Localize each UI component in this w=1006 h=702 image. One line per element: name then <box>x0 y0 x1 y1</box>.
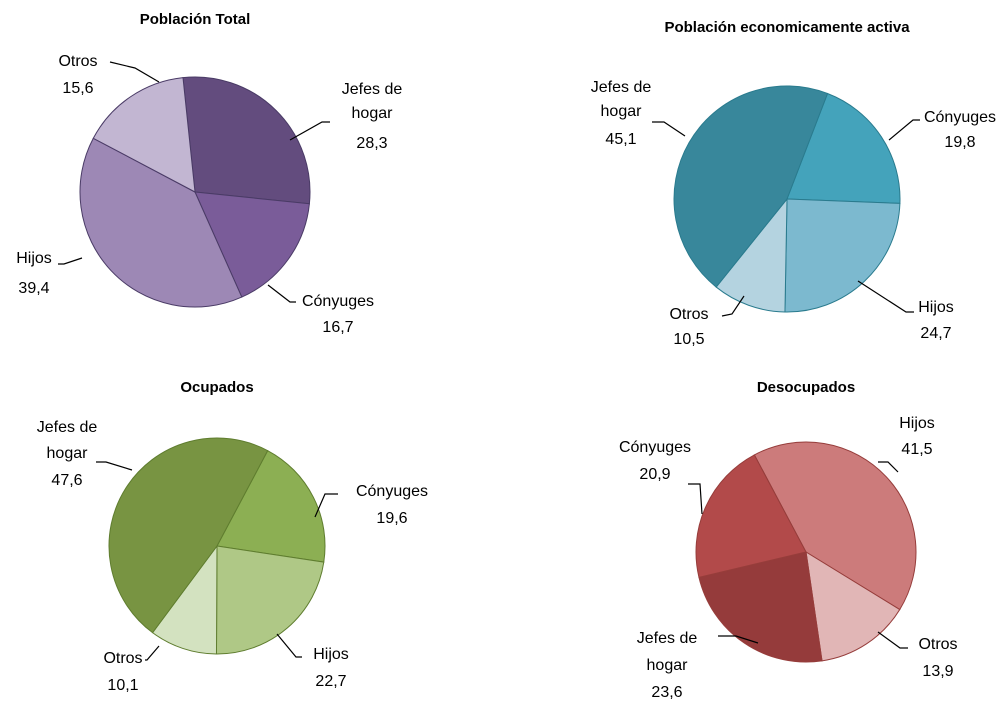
pie-slices <box>673 85 901 313</box>
pie-slice-hijos <box>79 137 243 308</box>
pie-chart-poblacion-economicamente-activa: Población economicamente activa Cónyuges… <box>591 19 996 348</box>
slice-label-conyuges: Cónyuges <box>356 483 428 500</box>
pie-slice-conyuges <box>216 449 326 563</box>
slice-label-jefes-de-hogar: Jefes de <box>637 630 698 647</box>
pie-chart-desocupados: Desocupados Hijos 41,5 Otros 13,9 Jefes de ho… <box>619 379 958 701</box>
slice-value-jefes-de-hogar: 28,3 <box>356 135 387 152</box>
leader-line-jefes-de-hogar <box>652 121 686 137</box>
pie-slices <box>108 437 326 655</box>
pie-slice-jefes-de-hogar <box>698 551 823 663</box>
leader-line-otros <box>145 645 160 661</box>
leader-line-otros <box>109 61 160 83</box>
slice-value-otros: 10,1 <box>107 677 138 694</box>
slice-label-otros: Otros <box>58 53 97 70</box>
slice-value-hijos: 24,7 <box>920 325 951 342</box>
leader-line-otros <box>877 631 908 649</box>
slice-value-hijos: 39,4 <box>18 280 49 297</box>
pie-slice-jefes-de-hogar <box>108 437 269 634</box>
pie-slice-jefes-de-hogar <box>182 76 311 205</box>
pie-slice-conyuges <box>786 92 901 204</box>
slice-value-jefes-de-hogar: 47,6 <box>51 472 82 489</box>
leader-line-hijos <box>276 633 302 658</box>
slice-label-jefes-de-hogar: hogar <box>601 103 643 120</box>
slice-label-conyuges: Cónyuges <box>924 109 996 126</box>
slice-value-hijos: 41,5 <box>901 441 932 458</box>
pie-slice-hijos <box>784 198 901 313</box>
leader-line-jefes-de-hogar <box>718 635 759 644</box>
slice-label-jefes-de-hogar: hogar <box>647 657 689 674</box>
slice-label-jefes-de-hogar: hogar <box>352 105 394 122</box>
slice-label-otros: Otros <box>103 650 142 667</box>
leader-line-conyuges <box>688 483 703 515</box>
leader-line-jefes-de-hogar <box>96 461 133 471</box>
pie-slice-hijos <box>753 441 917 611</box>
slice-value-jefes-de-hogar: 45,1 <box>605 131 636 148</box>
pie-slice-jefes-de-hogar <box>673 85 829 288</box>
pie-slice-conyuges <box>194 191 310 298</box>
pie-slice-conyuges <box>695 454 807 578</box>
pie-chart-poblacion-total: Población Total Jefes de hogar 28,3 Cónyuge… <box>16 11 402 336</box>
slice-label-hijos: Hijos <box>16 250 52 267</box>
chart-title: Ocupados <box>180 379 253 396</box>
pie-slices <box>79 76 311 308</box>
slice-label-jefes-de-hogar: Jefes de <box>591 79 652 96</box>
leader-line-conyuges <box>267 284 296 303</box>
pie-slices <box>695 441 917 663</box>
leader-line-hijos <box>58 257 83 265</box>
leader-line-hijos <box>857 280 914 313</box>
slice-label-hijos: Hijos <box>918 299 954 316</box>
leader-line-jefes-de-hogar <box>289 121 330 141</box>
slice-value-otros: 15,6 <box>62 80 93 97</box>
slice-label-hijos: Hijos <box>899 415 935 432</box>
slice-value-hijos: 22,7 <box>315 673 346 690</box>
slice-label-conyuges: Cónyuges <box>619 439 691 456</box>
pie-slice-hijos <box>215 545 325 655</box>
leader-line-conyuges <box>314 493 338 518</box>
slice-value-otros: 13,9 <box>922 663 953 680</box>
pie-chart-ocupados: Ocupados Cónyuges 19,6 Hijos 22,7 Otros 10,1 J… <box>37 379 428 694</box>
slice-value-conyuges: 16,7 <box>322 319 353 336</box>
slice-value-conyuges: 20,9 <box>639 466 670 483</box>
slice-label-jefes-de-hogar: hogar <box>47 445 89 462</box>
leader-line-otros <box>721 295 745 317</box>
slice-label-conyuges: Cónyuges <box>302 293 374 310</box>
chart-title: Desocupados <box>757 379 855 396</box>
pie-slice-otros <box>805 551 901 662</box>
leader-line-hijos <box>878 461 899 473</box>
slice-label-otros: Otros <box>669 306 708 323</box>
pie-slice-otros <box>92 77 196 193</box>
slice-label-jefes-de-hogar: Jefes de <box>342 81 403 98</box>
slice-label-hijos: Hijos <box>313 646 349 663</box>
slice-value-conyuges: 19,6 <box>376 510 407 527</box>
pie-slice-otros <box>715 197 788 313</box>
slice-label-jefes-de-hogar: Jefes de <box>37 419 98 436</box>
slice-value-otros: 10,5 <box>673 331 704 348</box>
chart-title: Población economicamente activa <box>664 19 910 36</box>
chart-title: Población Total <box>140 11 251 28</box>
slice-label-otros: Otros <box>918 636 957 653</box>
leader-line-conyuges <box>888 119 920 141</box>
slice-value-jefes-de-hogar: 23,6 <box>651 684 682 701</box>
slice-value-conyuges: 19,8 <box>944 134 975 151</box>
